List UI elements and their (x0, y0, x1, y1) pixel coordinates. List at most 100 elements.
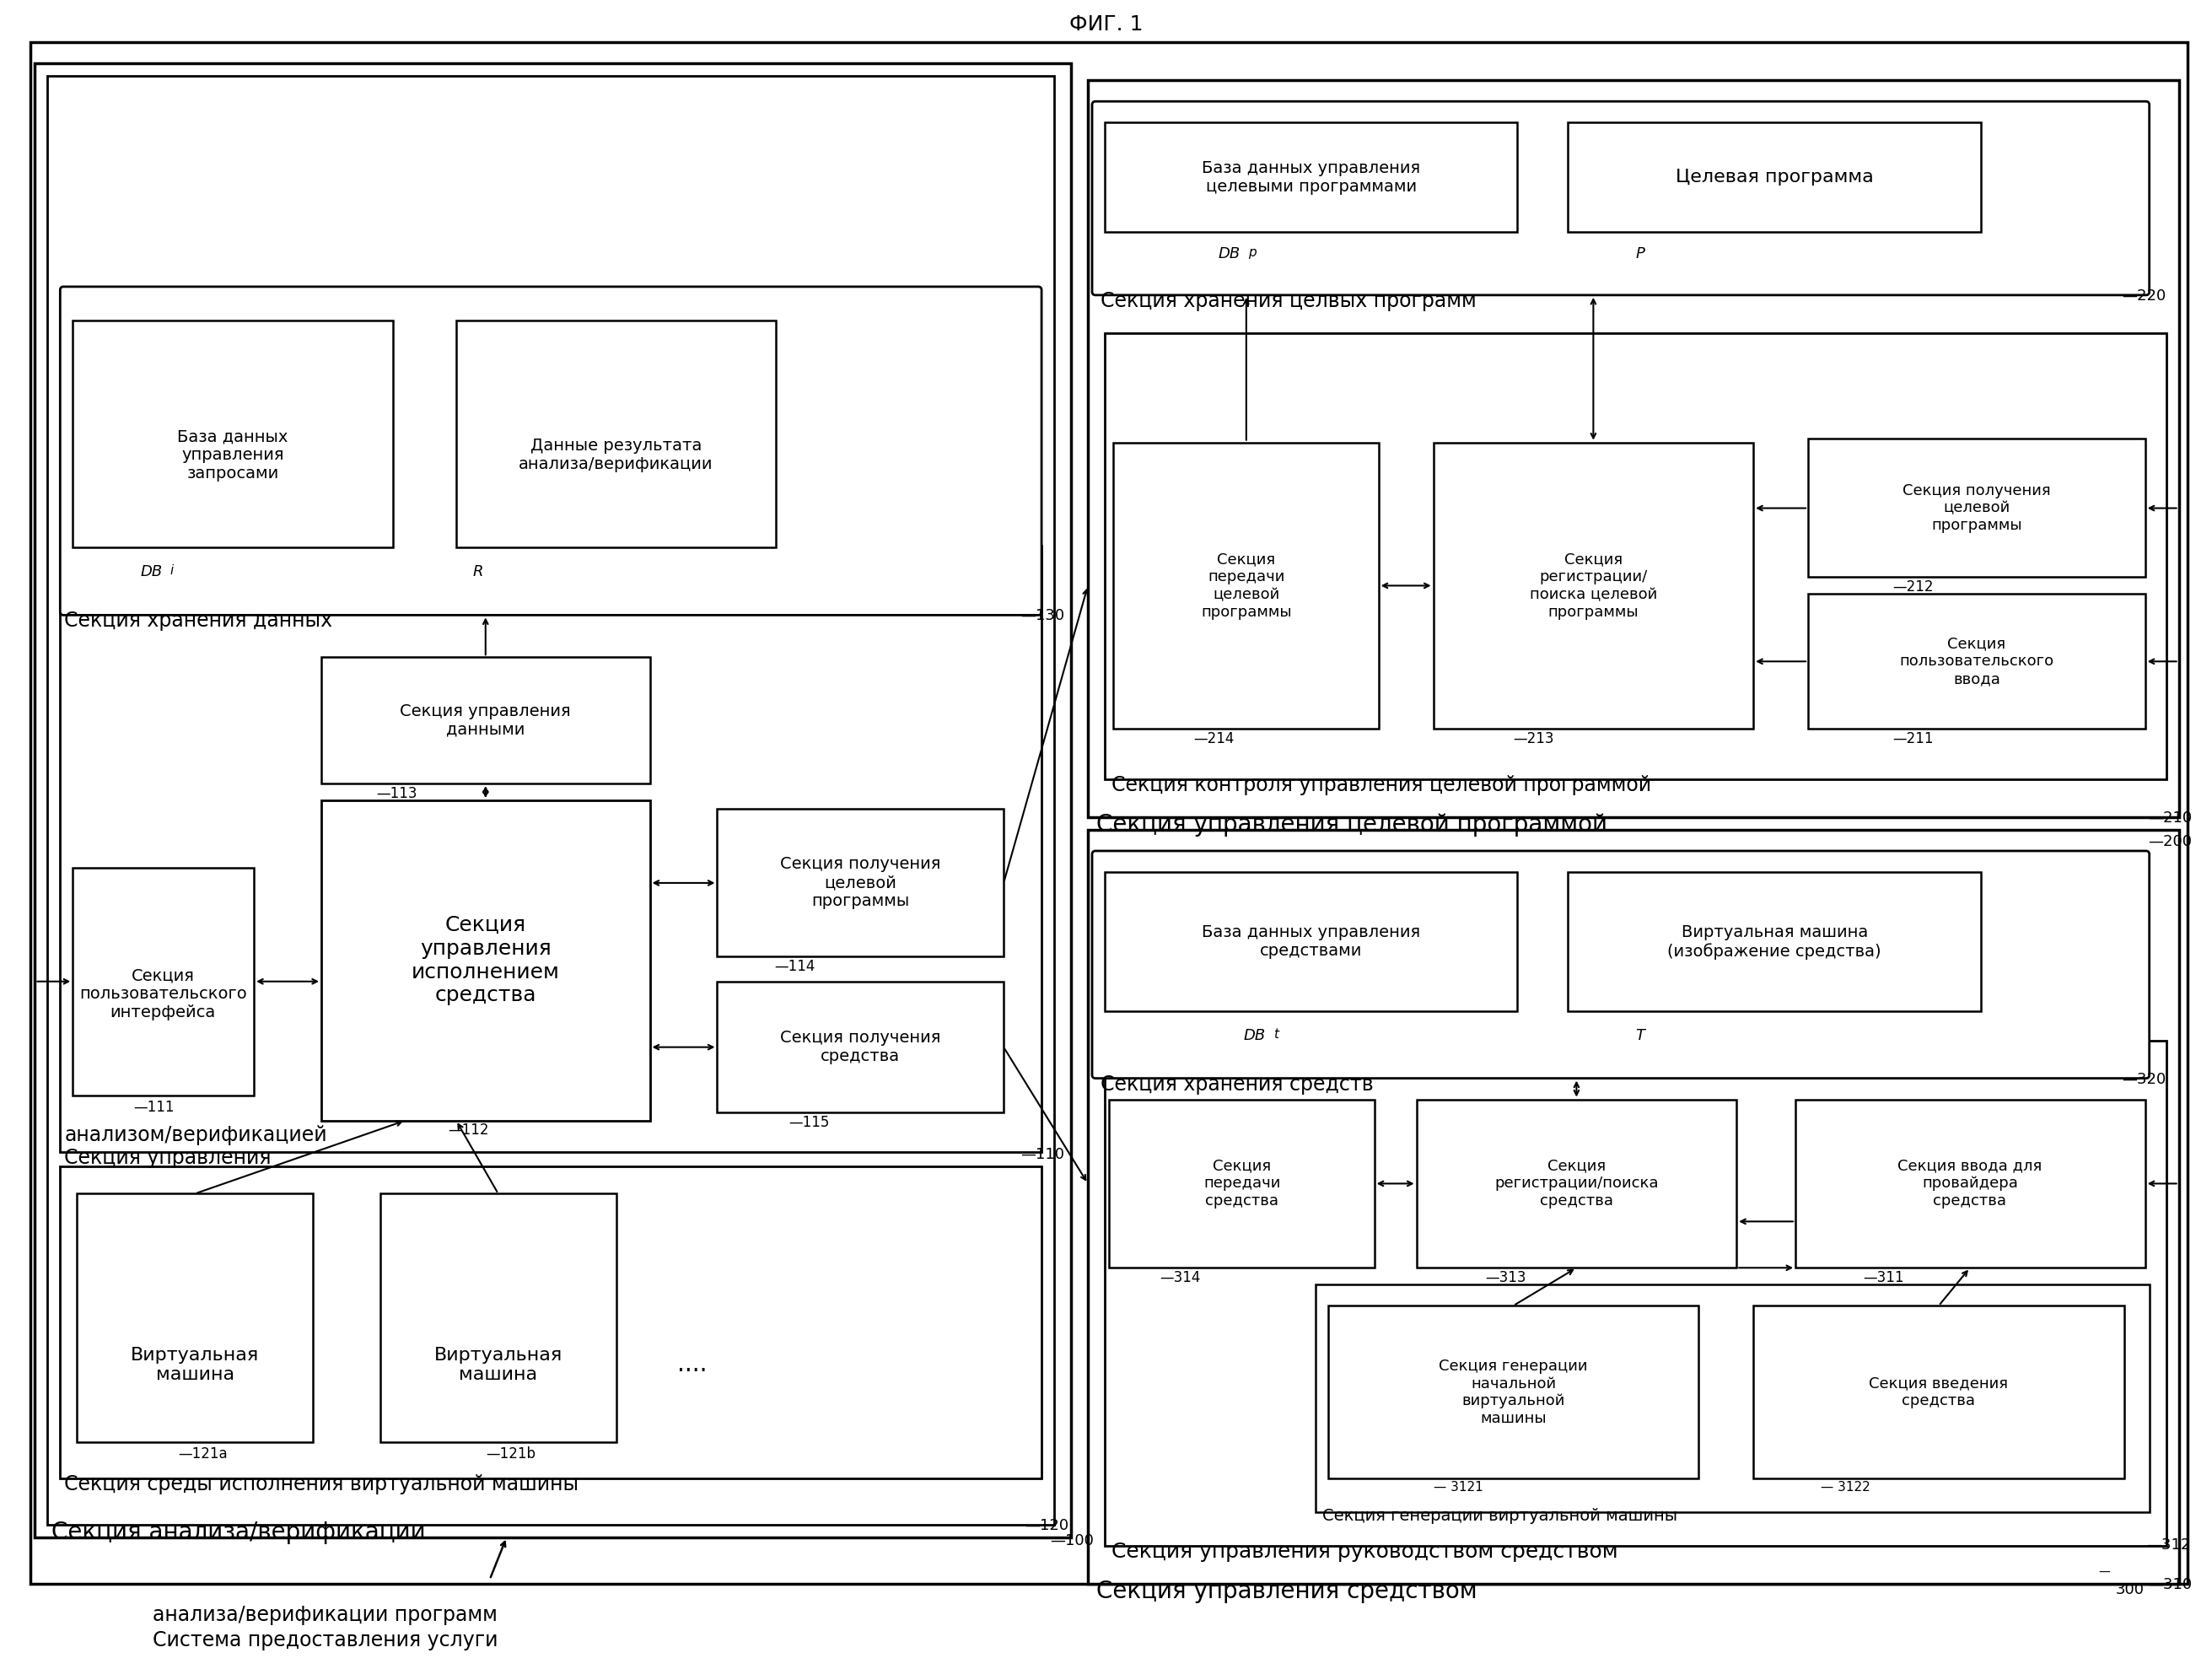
Bar (77, 1193, 312, 1442)
Text: Секция хранения данных: Секция хранения данных (64, 611, 332, 631)
Bar (321, 658, 650, 783)
Bar (73, 868, 254, 1095)
Text: База данных управления
средствами: База данных управления средствами (1201, 925, 1420, 960)
Text: —211: —211 (1893, 731, 1933, 746)
Text: ....: .... (677, 1354, 708, 1377)
Bar (1568, 122, 1982, 232)
Text: —115: —115 (790, 1115, 830, 1130)
Text: i: i (170, 564, 173, 577)
Text: Секция анализа/верификации: Секция анализа/верификации (51, 1520, 427, 1544)
Text: Секция управления средством: Секция управления средством (1097, 1579, 1478, 1602)
Bar (1754, 1305, 2124, 1479)
Text: Данные результата
анализа/верификации: Данные результата анализа/верификации (520, 437, 712, 472)
FancyBboxPatch shape (1093, 851, 2150, 1078)
Bar (380, 1193, 617, 1442)
Bar (1088, 829, 2179, 1584)
Text: Секция управления
данными: Секция управления данными (400, 703, 571, 738)
Text: ФИГ. 1: ФИГ. 1 (1068, 15, 1144, 35)
Text: Секция хранения средств: Секция хранения средств (1102, 1075, 1374, 1095)
Text: Виртуальная машина
(изображение средства): Виртуальная машина (изображение средства… (1668, 925, 1882, 960)
Text: P: P (1635, 247, 1646, 262)
Text: —314: —314 (1159, 1270, 1201, 1285)
Text: —210: —210 (2148, 811, 2192, 826)
Bar (1104, 334, 2166, 779)
Text: —311: —311 (1863, 1270, 1905, 1285)
Text: Система предоставления услуги: Система предоставления услуги (153, 1631, 498, 1651)
Text: Секция
пользовательского
интерфейса: Секция пользовательского интерфейса (80, 968, 248, 1021)
Text: T: T (1635, 1028, 1646, 1043)
Text: DB: DB (1243, 1028, 1265, 1043)
Text: Секция контроля управления целевой программой: Секция контроля управления целевой прогр… (1110, 774, 1652, 796)
FancyBboxPatch shape (1093, 102, 2150, 295)
Bar (1796, 1100, 2146, 1268)
Bar (717, 981, 1004, 1112)
Text: —130: —130 (1020, 609, 1064, 624)
Bar (1327, 1305, 1699, 1479)
Text: —111: —111 (133, 1100, 175, 1115)
Text: —320: —320 (2121, 1071, 2166, 1087)
Text: R: R (473, 564, 484, 579)
Text: —121a: —121a (179, 1447, 228, 1462)
Text: Секция генерации виртуальной машины: Секция генерации виртуальной машины (1323, 1507, 1677, 1524)
Bar (1113, 442, 1378, 729)
Bar (73, 320, 394, 547)
Text: —310: —310 (2148, 1577, 2192, 1592)
Text: —100: —100 (1051, 1534, 1093, 1549)
Text: —: — (2099, 1567, 2110, 1579)
Text: Секция
передачи
целевой
программы: Секция передачи целевой программы (1201, 552, 1292, 619)
Text: p: p (1248, 247, 1256, 259)
Text: Виртуальная
машина: Виртуальная машина (131, 1347, 259, 1384)
Text: —212: —212 (1893, 579, 1933, 594)
Text: —120: —120 (1024, 1517, 1068, 1534)
Text: База данных управления
целевыми программами: База данных управления целевыми программ… (1201, 160, 1420, 195)
Text: —113: —113 (376, 786, 416, 801)
Text: Виртуальная
машина: Виртуальная машина (434, 1347, 562, 1384)
Text: DB: DB (1219, 247, 1241, 262)
Bar (35, 63, 1071, 1537)
Text: Целевая программа: Целевая программа (1674, 169, 1874, 185)
Text: — 3121: — 3121 (1433, 1480, 1482, 1494)
Text: Секция получения
целевой
программы: Секция получения целевой программы (781, 856, 940, 910)
Text: —110: —110 (1020, 1147, 1064, 1163)
Text: —200: —200 (2148, 834, 2192, 850)
Text: —114: —114 (774, 958, 816, 975)
Text: —112: —112 (447, 1122, 489, 1137)
Bar (1108, 1100, 1374, 1268)
Text: Секция управления целевой программой: Секция управления целевой программой (1097, 813, 1608, 836)
Text: Секция получения
средства: Секция получения средства (781, 1030, 940, 1065)
Text: t: t (1274, 1028, 1279, 1040)
Text: анализа/верификации программ: анализа/верификации программ (153, 1604, 498, 1626)
Text: — 3122: — 3122 (1820, 1480, 1871, 1494)
Text: Секция получения
целевой
программы: Секция получения целевой программы (1902, 482, 2051, 534)
Bar (1316, 1285, 2150, 1512)
Bar (1807, 594, 2146, 729)
Text: База данных
управления
запросами: База данных управления запросами (177, 429, 288, 482)
Text: —213: —213 (1513, 731, 1555, 746)
Bar (60, 1167, 1042, 1479)
Text: Секция
регистрации/
поиска целевой
программы: Секция регистрации/ поиска целевой прогр… (1528, 552, 1657, 619)
Bar (1104, 122, 1517, 232)
Text: Секция управления: Секция управления (64, 1148, 272, 1168)
Text: анализом/верификацией: анализом/верификацией (64, 1125, 327, 1145)
Bar (1807, 439, 2146, 577)
Bar (60, 546, 1042, 1152)
Text: DB: DB (139, 564, 161, 579)
Bar (1088, 80, 2179, 818)
Bar (46, 77, 1055, 1525)
Text: Секция
регистрации/поиска
средства: Секция регистрации/поиска средства (1495, 1158, 1659, 1208)
Text: —121b: —121b (487, 1447, 535, 1462)
Bar (1568, 871, 1982, 1011)
Text: Секция ввода для
провайдера
средства: Секция ввода для провайдера средства (1898, 1158, 2042, 1208)
Text: Секция
передачи
средства: Секция передачи средства (1203, 1158, 1281, 1208)
Text: Секция
управления
исполнением
средства: Секция управления исполнением средства (411, 915, 560, 1006)
Bar (1416, 1100, 1736, 1268)
Bar (717, 809, 1004, 956)
Text: —312: —312 (2146, 1537, 2190, 1552)
Text: Секция управления руководством средством: Секция управления руководством средством (1110, 1542, 1617, 1562)
Text: —220: —220 (2121, 289, 2166, 304)
Text: 300: 300 (2115, 1582, 2143, 1597)
Text: —214: —214 (1192, 731, 1234, 746)
FancyBboxPatch shape (60, 287, 1042, 616)
Text: Секция среды исполнения виртуальной машины: Секция среды исполнения виртуальной маши… (64, 1474, 580, 1494)
Text: —313: —313 (1486, 1270, 1526, 1285)
